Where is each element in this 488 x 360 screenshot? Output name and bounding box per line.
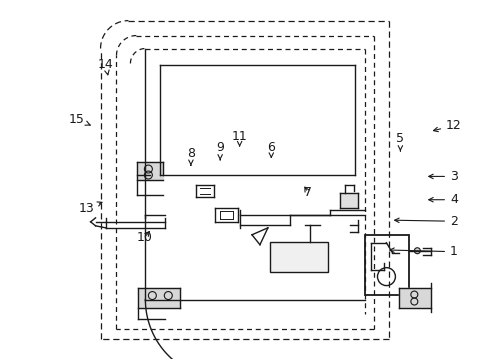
- Polygon shape: [399, 288, 430, 307]
- Text: 1: 1: [389, 245, 457, 258]
- Text: 13: 13: [78, 202, 102, 215]
- Circle shape: [413, 248, 420, 254]
- Text: 6: 6: [267, 141, 275, 157]
- Polygon shape: [339, 193, 357, 208]
- Polygon shape: [137, 162, 163, 180]
- Text: 15: 15: [68, 113, 90, 126]
- Text: 11: 11: [231, 130, 247, 146]
- Text: 2: 2: [394, 215, 457, 228]
- Bar: [364, 235, 408, 294]
- Text: 10: 10: [137, 231, 152, 244]
- Polygon shape: [138, 288, 180, 307]
- Text: 5: 5: [396, 132, 404, 151]
- Text: 12: 12: [433, 119, 461, 132]
- Text: 3: 3: [428, 170, 457, 183]
- Text: 9: 9: [216, 141, 224, 160]
- Bar: [269, 242, 327, 272]
- Text: 14: 14: [98, 58, 113, 75]
- Text: 8: 8: [186, 147, 195, 165]
- Text: 4: 4: [428, 193, 457, 206]
- Text: 7: 7: [303, 186, 311, 199]
